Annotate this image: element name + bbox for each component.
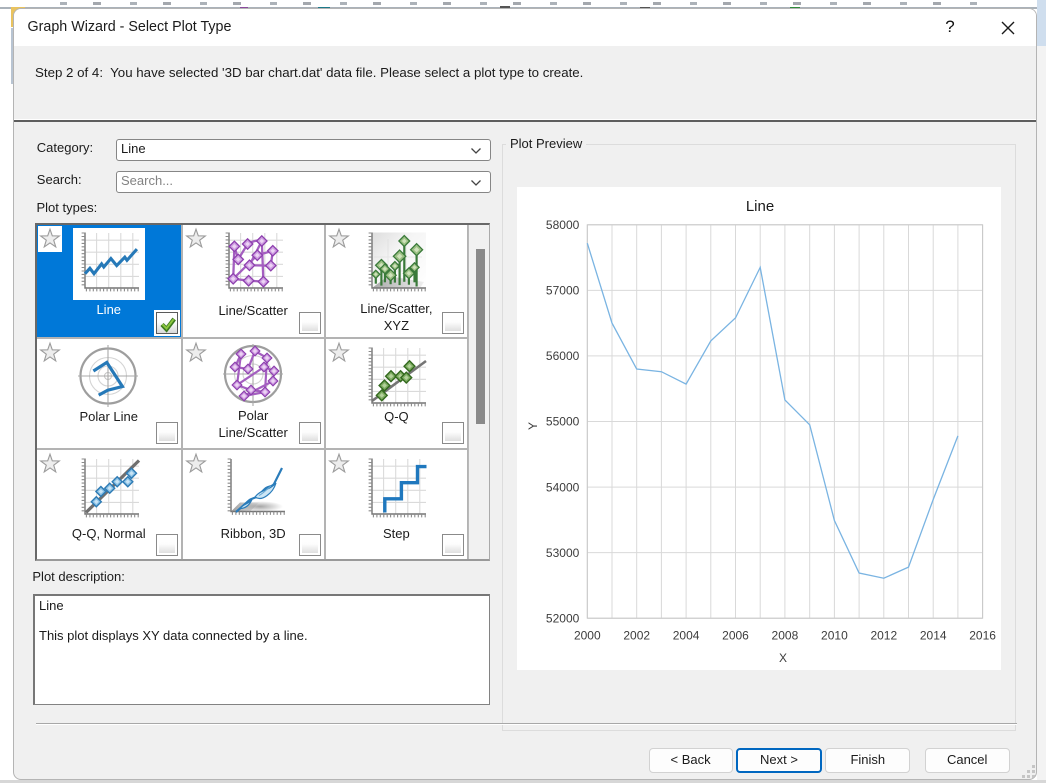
svg-text:54000: 54000 <box>546 480 580 494</box>
svg-text:Y: Y <box>526 422 540 430</box>
svg-text:2002: 2002 <box>623 629 650 643</box>
svg-text:Line: Line <box>746 198 774 215</box>
svg-text:X: X <box>779 651 787 665</box>
svg-text:57000: 57000 <box>546 284 580 298</box>
svg-text:2000: 2000 <box>574 629 601 643</box>
svg-text:2008: 2008 <box>772 629 799 643</box>
svg-text:58000: 58000 <box>546 218 580 232</box>
svg-text:56000: 56000 <box>546 349 580 363</box>
svg-text:2004: 2004 <box>673 629 700 643</box>
svg-text:52000: 52000 <box>546 611 580 625</box>
svg-text:2006: 2006 <box>722 629 749 643</box>
svg-text:2010: 2010 <box>821 629 848 643</box>
svg-text:55000: 55000 <box>546 415 580 429</box>
svg-text:2014: 2014 <box>920 629 947 643</box>
svg-text:2016: 2016 <box>969 629 996 643</box>
svg-text:2012: 2012 <box>870 629 897 643</box>
svg-text:53000: 53000 <box>546 546 580 560</box>
